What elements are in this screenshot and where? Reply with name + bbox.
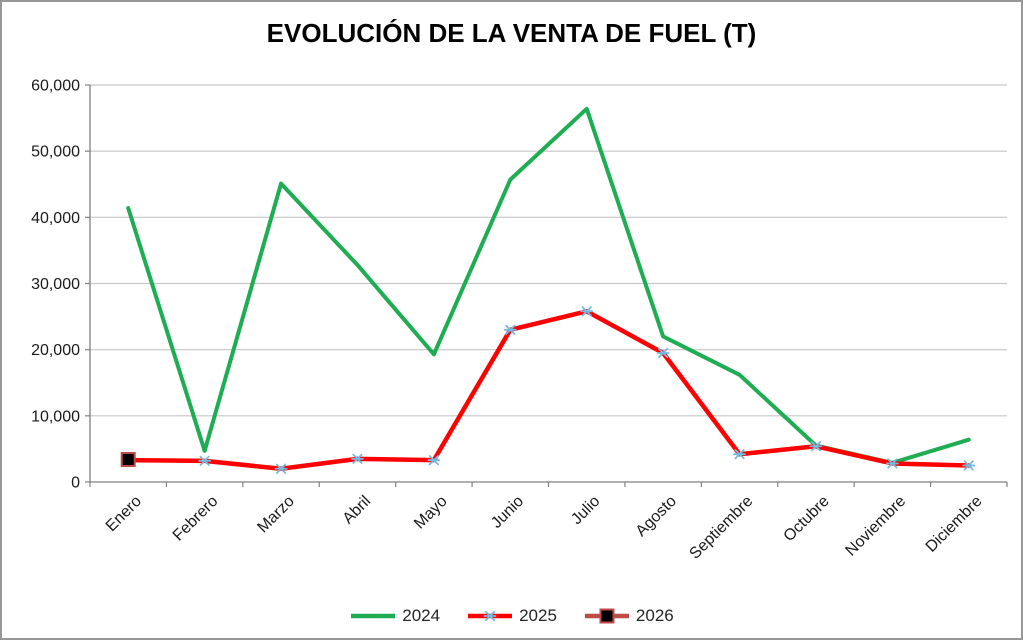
legend-item-2024: 2024 <box>349 606 440 626</box>
series-2026 <box>120 452 136 468</box>
series-2024 <box>126 106 971 465</box>
x-tick-label: Agosto <box>633 493 680 540</box>
series-line-2025 <box>125 309 972 472</box>
marker-asterisk-icon <box>274 463 288 474</box>
legend-swatch-2025 <box>468 610 513 622</box>
marker-asterisk-icon <box>656 347 670 359</box>
chart-title: EVOLUCIÓN DE LA VENTA DE FUEL (T) <box>266 18 757 48</box>
marker-asterisk-icon <box>580 306 594 317</box>
series-2025 <box>121 306 976 474</box>
legend-item-2025: 2025 <box>466 606 557 626</box>
marker-asterisk-icon <box>198 455 212 466</box>
y-tick-label: 0 <box>71 475 80 492</box>
x-tick-label: Septiembre <box>686 493 756 563</box>
legend-label-2025: 2025 <box>519 606 557 625</box>
y-tick-label: 60,000 <box>31 78 80 95</box>
legend-label-2024: 2024 <box>402 606 441 625</box>
legend-label-2026: 2026 <box>635 606 674 625</box>
y-tick-label: 30,000 <box>31 276 80 293</box>
series-line-2024 <box>126 106 971 465</box>
x-tick-label: Marzo <box>254 493 298 537</box>
marker-asterisk-icon <box>962 460 976 471</box>
x-tick-label: Abril <box>340 493 375 528</box>
y-tick-label: 50,000 <box>31 144 80 161</box>
x-tick-label: Febrero <box>170 493 222 545</box>
legend-swatch-2026 <box>584 608 629 624</box>
x-tick-label: Noviembre <box>842 493 909 560</box>
marker-square-icon <box>120 452 136 468</box>
x-tick-label: Junio <box>488 493 527 532</box>
marker-asterisk-icon <box>427 455 441 466</box>
x-tick-label: Julio <box>568 493 603 528</box>
marker-asterisk-icon <box>809 441 823 452</box>
marker-asterisk-icon <box>885 458 899 469</box>
y-tick-label: 10,000 <box>31 408 80 425</box>
marker-asterisk-icon <box>351 453 364 464</box>
x-tick-label: Diciembre <box>923 493 986 556</box>
marker-asterisk-icon <box>733 449 746 460</box>
y-tick-label: 20,000 <box>31 342 80 359</box>
legend-swatch-2024 <box>351 613 396 619</box>
legend-item-2026: 2026 <box>583 606 674 626</box>
legend: 2024 2025 2026 <box>2 606 1021 626</box>
x-tick-label: Octubre <box>781 493 833 545</box>
x-tick-label: Enero <box>103 493 145 535</box>
marker-asterisk-icon <box>503 324 517 335</box>
x-tick-label: Mayo <box>411 493 451 533</box>
y-tick-label: 40,000 <box>31 210 80 227</box>
